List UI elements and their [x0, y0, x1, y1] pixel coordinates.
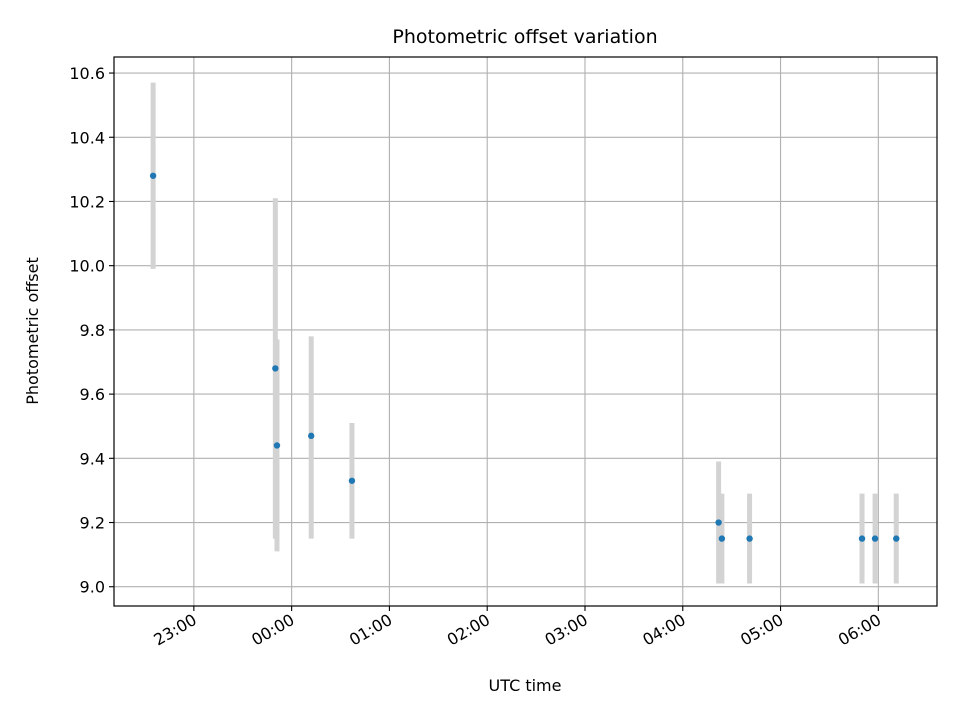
y-tick-label: 9.0 — [80, 578, 105, 597]
chart-title: Photometric offset variation — [392, 26, 657, 48]
data-point — [871, 535, 879, 542]
y-axis-label: Photometric offset — [23, 257, 42, 405]
data-point — [715, 519, 722, 526]
y-axis: 9.0 9.2 9.4 9.6 9.8 10.0 10.2 10.4 10.6 — [69, 64, 114, 597]
y-tick-label: 9.6 — [80, 385, 105, 404]
data-point — [718, 535, 726, 542]
y-tick-label: 9.8 — [80, 321, 105, 340]
y-tick-label: 10.2 — [69, 192, 105, 211]
data-point — [858, 535, 866, 542]
data-point — [273, 442, 281, 449]
data-points — [149, 172, 900, 542]
data-point — [893, 535, 900, 542]
y-tick-label: 10.6 — [69, 64, 105, 83]
data-point — [272, 365, 279, 372]
y-tick-label: 9.4 — [80, 449, 105, 468]
data-point — [149, 172, 157, 179]
data-point — [307, 432, 315, 440]
x-axis-label: UTC time — [489, 676, 562, 695]
y-tick-label: 10.0 — [69, 257, 105, 276]
y-tick-label: 10.4 — [69, 128, 105, 147]
plot-frame — [113, 56, 938, 607]
grid — [114, 57, 937, 606]
y-tick-label: 9.2 — [80, 514, 105, 533]
data-point — [348, 477, 356, 484]
data-point — [746, 535, 753, 542]
